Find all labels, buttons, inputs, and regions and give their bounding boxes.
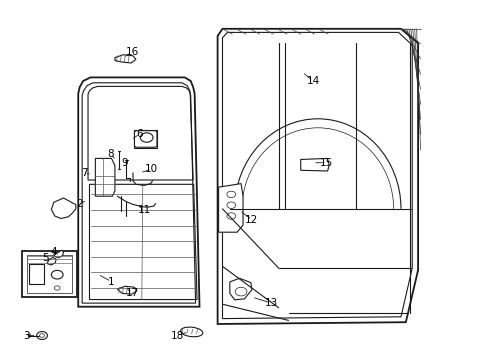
Polygon shape [229, 278, 251, 300]
Text: 11: 11 [137, 204, 151, 215]
Text: 10: 10 [145, 164, 158, 174]
Bar [29, 264, 43, 284]
Text: 3: 3 [23, 330, 30, 341]
Bar [134, 130, 157, 148]
Circle shape [37, 332, 47, 339]
Ellipse shape [180, 327, 203, 337]
Bar [27, 255, 72, 293]
Polygon shape [51, 198, 76, 219]
Text: 4: 4 [50, 247, 57, 257]
Text: 9: 9 [122, 158, 128, 168]
Text: 13: 13 [264, 298, 278, 308]
Polygon shape [47, 257, 56, 265]
Text: 8: 8 [107, 149, 114, 159]
Polygon shape [217, 29, 417, 324]
Polygon shape [115, 55, 136, 63]
Polygon shape [218, 184, 243, 232]
Text: 12: 12 [244, 215, 258, 225]
Text: 16: 16 [125, 47, 139, 57]
Polygon shape [95, 158, 115, 196]
Bar [22, 251, 77, 297]
Polygon shape [78, 77, 199, 307]
Text: 17: 17 [125, 288, 139, 298]
Text: 2: 2 [76, 199, 83, 210]
Text: 15: 15 [319, 158, 333, 168]
FancyBboxPatch shape [134, 131, 157, 147]
Polygon shape [300, 158, 328, 171]
Text: 5: 5 [42, 253, 49, 264]
Polygon shape [117, 286, 137, 294]
Text: 7: 7 [81, 168, 88, 178]
Polygon shape [54, 250, 63, 258]
Text: 18: 18 [170, 330, 183, 341]
Text: 6: 6 [136, 129, 143, 139]
Text: 1: 1 [108, 276, 115, 287]
Text: 14: 14 [305, 76, 319, 86]
